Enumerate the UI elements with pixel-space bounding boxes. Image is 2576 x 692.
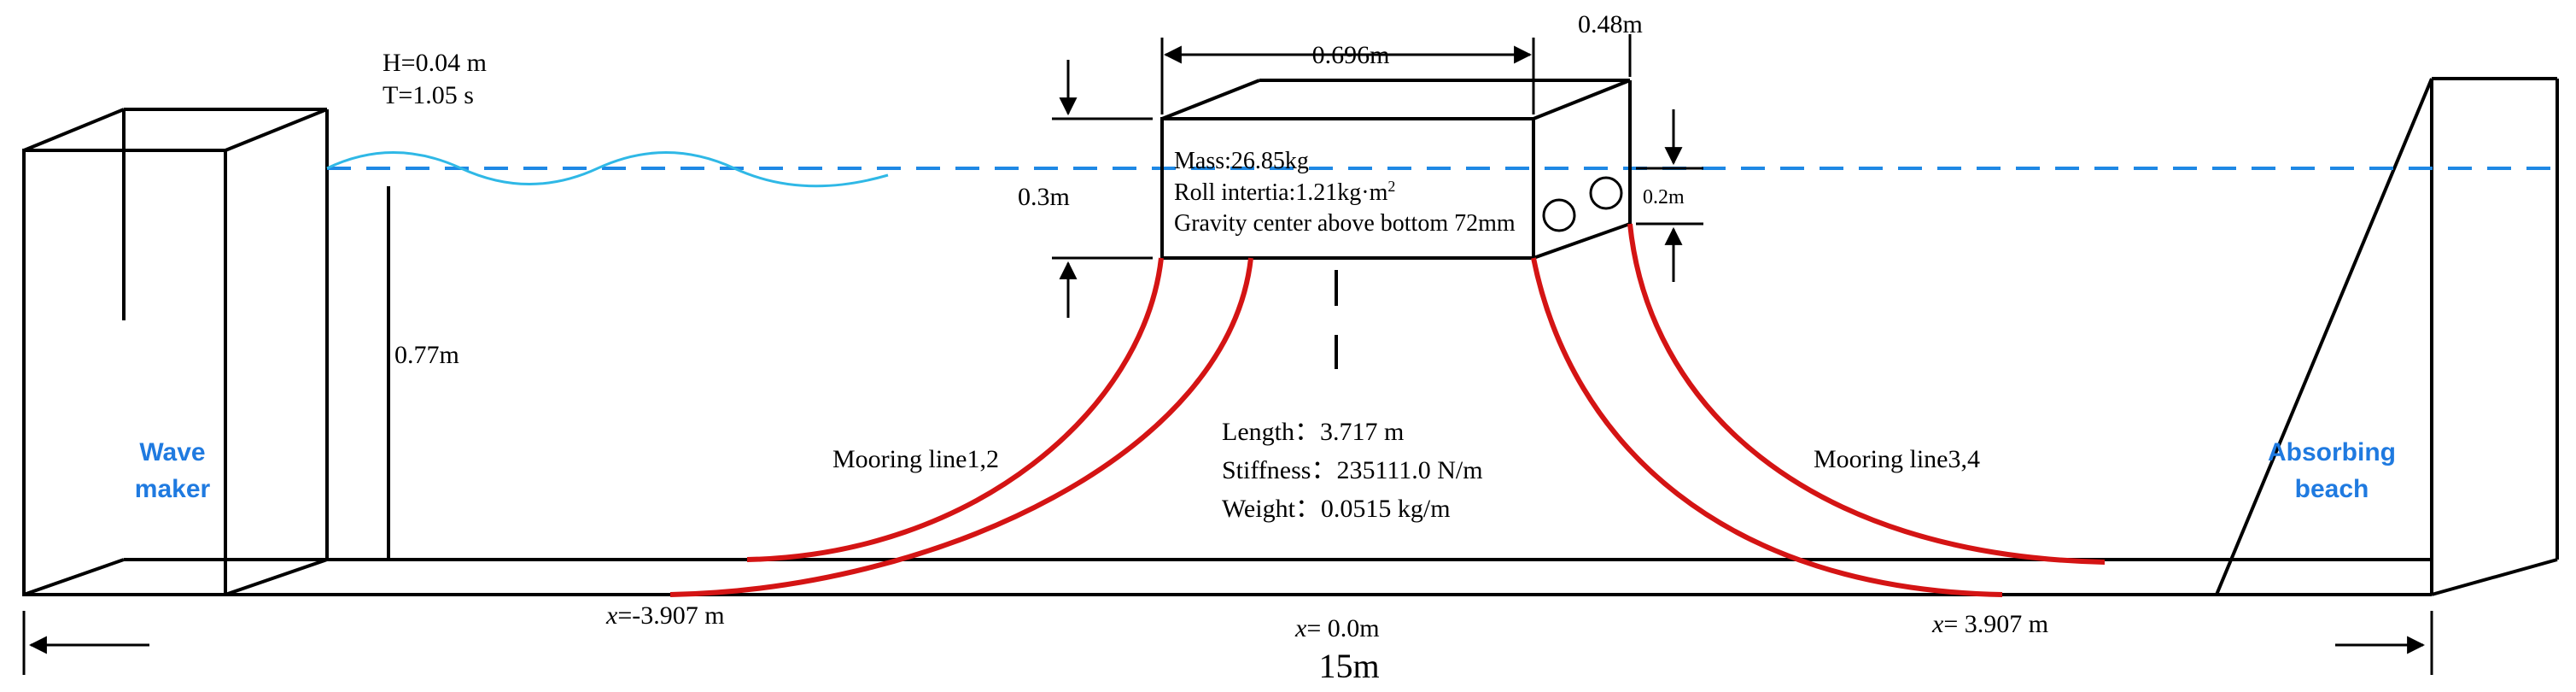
wavemaker-label-line1: Wave: [139, 438, 205, 466]
incident-wave: [326, 151, 889, 188]
mooring-weight-text: Weight：0.0515 kg/m: [1222, 495, 1451, 523]
body-draft-label: 0.2m: [1643, 186, 1685, 208]
water-depth-label: 0.77m: [394, 341, 459, 369]
beach-label-line2: beach: [2295, 475, 2369, 503]
position-left-value: =-3.907 m: [617, 601, 724, 630]
body-height-dimension: [1052, 60, 1153, 318]
position-right-x: x: [1931, 610, 1944, 638]
mooring-left-label: Mooring line1,2: [832, 445, 999, 473]
mooring-lines-left: [669, 257, 1253, 597]
tank-length-dimension: [22, 611, 2433, 675]
body-width-label: 0.696m: [1312, 41, 1390, 69]
mooring-stiffness-text: Stiffness：235111.0 N/m: [1222, 456, 1483, 484]
body-mass-text: Mass:26.85kg: [1174, 148, 1309, 174]
position-center-x: x: [1294, 614, 1307, 642]
body-roll-inertia-prefix: Roll intertia:1.21kg·m: [1174, 179, 1388, 206]
body-gravity-text: Gravity center above bottom 72mm: [1174, 210, 1516, 237]
floating-body: [1160, 79, 1632, 260]
body-depth-label: 0.48m: [1578, 10, 1643, 38]
beach-label-line1: Absorbing: [2268, 438, 2396, 466]
wavemaker-label-line2: maker: [135, 475, 211, 503]
wave-period-label: T=1.05 s: [383, 81, 474, 109]
body-roll-inertia-exp: 2: [1387, 178, 1395, 195]
position-center-value: = 0.0m: [1306, 614, 1379, 642]
mooring-right-label: Mooring line3,4: [1814, 445, 1980, 473]
absorbing-beach: [2215, 77, 2559, 596]
position-left-x: x: [605, 601, 618, 630]
body-fairlead-circle-2: [1589, 176, 1623, 210]
position-center-label: x= 0.0m: [1294, 614, 1380, 642]
body-draft-dimension: [1636, 109, 1703, 282]
position-right-value: = 3.907 m: [1943, 610, 2048, 638]
body-height-label: 0.3m: [1018, 183, 1070, 211]
position-left-label: x=-3.907 m: [605, 601, 725, 630]
tank-floor: [24, 558, 2432, 596]
mooring-length-text: Length：3.717 m: [1222, 418, 1404, 446]
body-width-dimension: [1160, 38, 1535, 114]
mooring-lines-right: [1531, 223, 2106, 597]
wavemaker-box: [22, 108, 329, 596]
tank-length-label: 15m: [1318, 647, 1379, 685]
body-roll-inertia-text: Roll intertia:1.21kg·m2: [1174, 178, 1395, 206]
wave-height-label: H=0.04 m: [383, 49, 487, 77]
body-fairlead-circle-1: [1542, 198, 1576, 232]
position-right-label: x= 3.907 m: [1931, 610, 2048, 638]
